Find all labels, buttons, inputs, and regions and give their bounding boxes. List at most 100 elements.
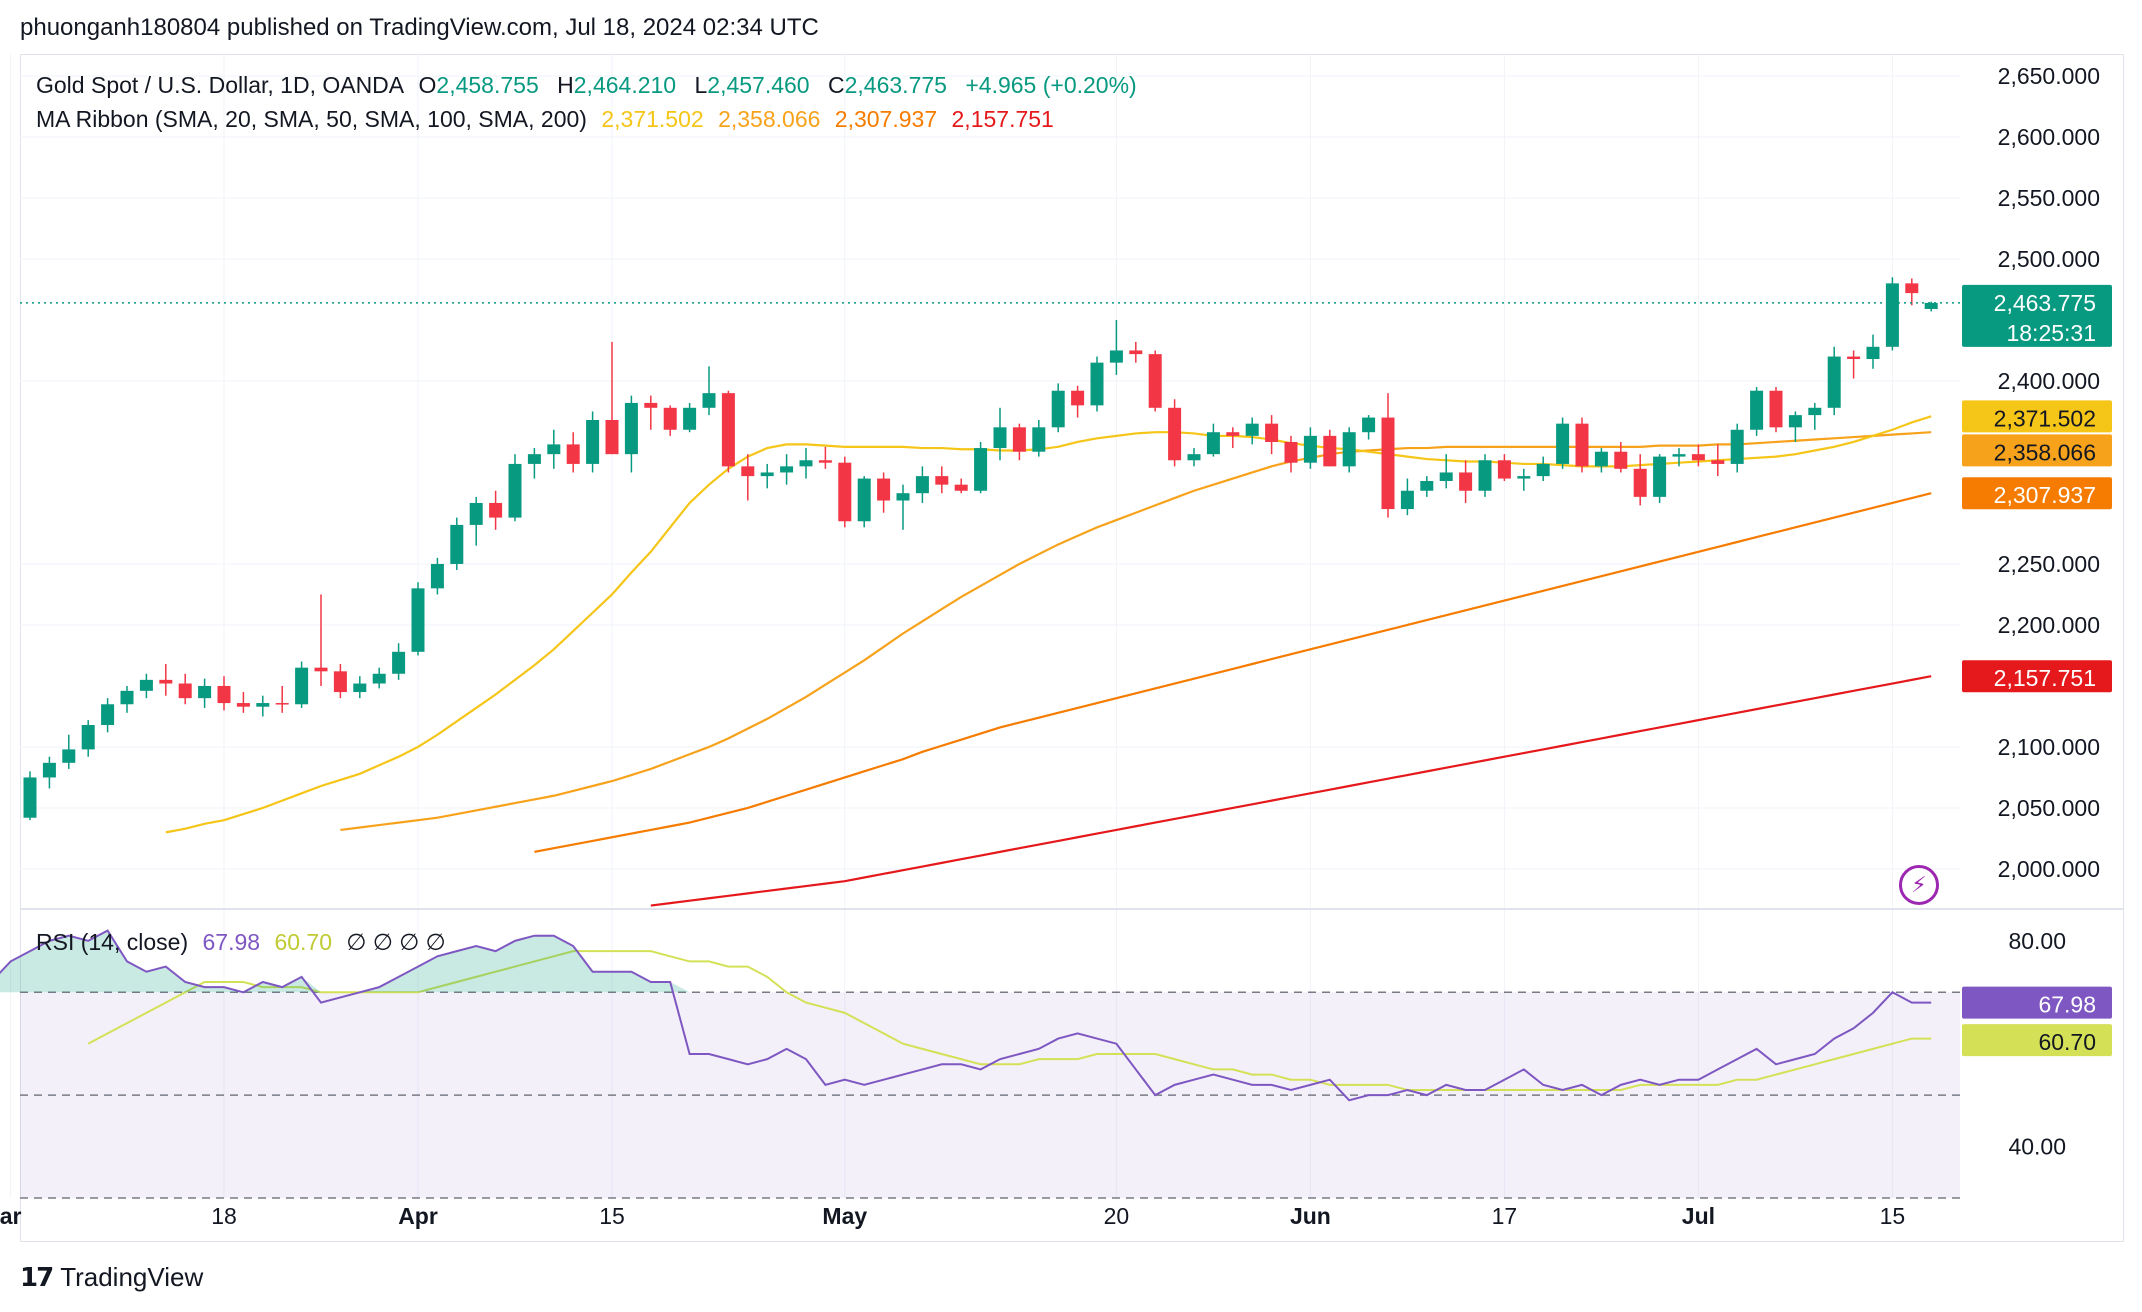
candle-body (857, 478, 871, 522)
ma-badge (1962, 400, 2112, 433)
ma-ribbon-legend: MA Ribbon (SMA, 20, SMA, 50, SMA, 100, S… (36, 106, 1062, 133)
price-axis-label: 2,100.000 (1998, 734, 2100, 760)
candle-body (624, 402, 638, 455)
candle-body (275, 703, 289, 705)
candle-body (1420, 481, 1434, 491)
candle-body (469, 502, 483, 525)
candle-body (1633, 468, 1647, 497)
ma-badge-text: 2,371.502 (1994, 405, 2096, 431)
candle-body (1303, 435, 1317, 463)
candle-body (1109, 350, 1123, 363)
sma100-value: 2,307.937 (834, 106, 938, 132)
candle-body (1071, 390, 1085, 406)
open-value: 2,458.755 (436, 72, 539, 98)
candle-body (1556, 423, 1570, 464)
candle-body (1730, 429, 1744, 464)
ma-ribbon-label[interactable]: MA Ribbon (SMA, 20, SMA, 50, SMA, 100, S… (36, 106, 587, 132)
rsi-legend: RSI (14, close) 67.98 60.70 ∅ ∅ ∅ ∅ (36, 929, 454, 956)
candle-body (1187, 454, 1201, 461)
sma200-line (650, 675, 1932, 907)
candle-body (993, 427, 1007, 449)
candle-body (489, 502, 503, 518)
candle-body (217, 685, 231, 704)
candle-body (1323, 435, 1337, 467)
ma-badge-text: 2,157.751 (1994, 665, 2096, 691)
candle-body (1924, 302, 1938, 309)
candle-body (1905, 283, 1919, 294)
candle-body (896, 493, 910, 501)
rsi-ma-line (87, 950, 1932, 1091)
time-axis-label: 20 (1104, 1203, 1130, 1229)
candle-body (1265, 423, 1279, 442)
candle-body (644, 402, 658, 408)
candle-body (1497, 460, 1511, 479)
open-key: O (418, 72, 437, 98)
candle-body (605, 420, 619, 455)
candle-body (1827, 356, 1841, 408)
footer-brand-text: TradingView (60, 1262, 204, 1292)
low-key: L (694, 72, 708, 98)
ma-badge (1962, 477, 2112, 510)
high-value: 2,464.210 (573, 72, 677, 98)
candle-body (1090, 362, 1104, 406)
candle-body (1245, 423, 1259, 436)
close-value: 2,463.775 (844, 72, 947, 98)
candle-body (1206, 432, 1220, 455)
rsi-value: 67.98 (202, 929, 261, 955)
candle-body (663, 407, 677, 430)
candle-body (1284, 441, 1298, 463)
price-axis-label: 2,250.000 (1998, 551, 2100, 577)
candle-body (1129, 350, 1143, 355)
candle-body (818, 460, 832, 463)
candle-body (430, 563, 444, 589)
rsi-badge (1962, 986, 2112, 1019)
ma-badge-text: 2,307.937 (1994, 482, 2096, 508)
ma-badge (1962, 660, 2112, 693)
sma100-line (534, 492, 1932, 853)
ma-badge (1962, 434, 2112, 467)
price-axis-label: 2,650.000 (1998, 63, 2100, 89)
time-axis-label: Jul (1682, 1203, 1715, 1229)
candle-body (314, 667, 328, 672)
time-axis-label: Jun (1290, 1203, 1331, 1229)
rsi-label[interactable]: RSI (14, close) (36, 929, 189, 955)
candle-body (780, 466, 794, 473)
candle-body (295, 667, 309, 705)
candle-body (1575, 423, 1589, 467)
candle-body (1769, 390, 1783, 428)
candle-body (1517, 476, 1531, 479)
sma200-value: 2,157.751 (951, 106, 1054, 132)
candle-body (1788, 415, 1802, 428)
candle-body (527, 454, 541, 464)
candle-body (1226, 432, 1240, 436)
candle-body (42, 762, 56, 778)
candle-body (935, 476, 949, 485)
candle-body (1459, 472, 1473, 491)
ma-badge-text: 2,358.066 (1994, 439, 2096, 465)
time-axis-label: May (822, 1203, 867, 1229)
candle-body (1614, 451, 1628, 469)
sma50-value: 2,358.066 (718, 106, 821, 132)
candle-body (760, 472, 774, 477)
candle-body (1672, 454, 1686, 457)
symbol-name[interactable]: Gold Spot / U.S. Dollar, 1D, OANDA (36, 72, 405, 98)
time-axis-label: 15 (599, 1203, 625, 1229)
candle-body (1711, 460, 1725, 464)
candle-body (1691, 454, 1705, 461)
candle-body (1342, 432, 1356, 467)
candle-body (353, 683, 367, 693)
price-axis-label: 2,600.000 (1998, 124, 2100, 150)
candle-body (799, 460, 813, 467)
candle-body (450, 524, 464, 564)
last-price-badge (1962, 284, 2112, 347)
candle-body (1866, 346, 1880, 359)
rsi-badge-text: 67.98 (2038, 992, 2096, 1018)
chart-frame (20, 54, 2124, 1242)
candle-body (721, 393, 735, 467)
lightning-icon[interactable]: ⚡ (1899, 865, 1939, 905)
symbol-legend: Gold Spot / U.S. Dollar, 1D, OANDA O2,45… (36, 72, 1149, 99)
publisher-line: phuonganh180804 published on TradingView… (20, 14, 819, 41)
time-axis-label: 18 (211, 1203, 237, 1229)
rsi-null-values: ∅ ∅ ∅ ∅ (346, 929, 446, 955)
